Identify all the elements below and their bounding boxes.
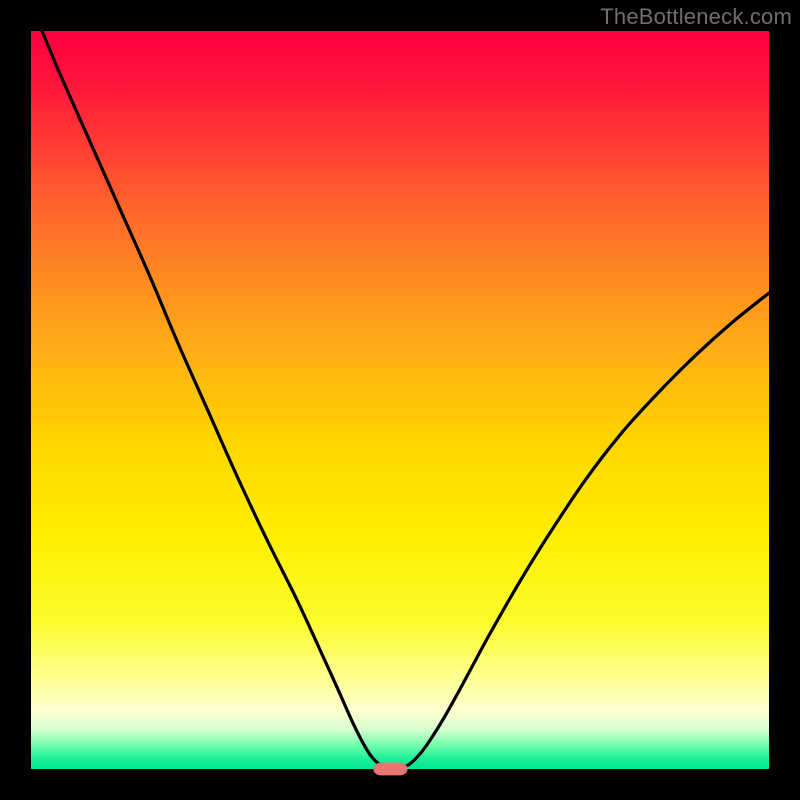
chart-container: TheBottleneck.com [0, 0, 800, 800]
watermark-text: TheBottleneck.com [600, 4, 792, 30]
gradient-field [31, 31, 769, 769]
bottleneck-chart [0, 0, 800, 800]
optimal-marker [374, 763, 407, 775]
